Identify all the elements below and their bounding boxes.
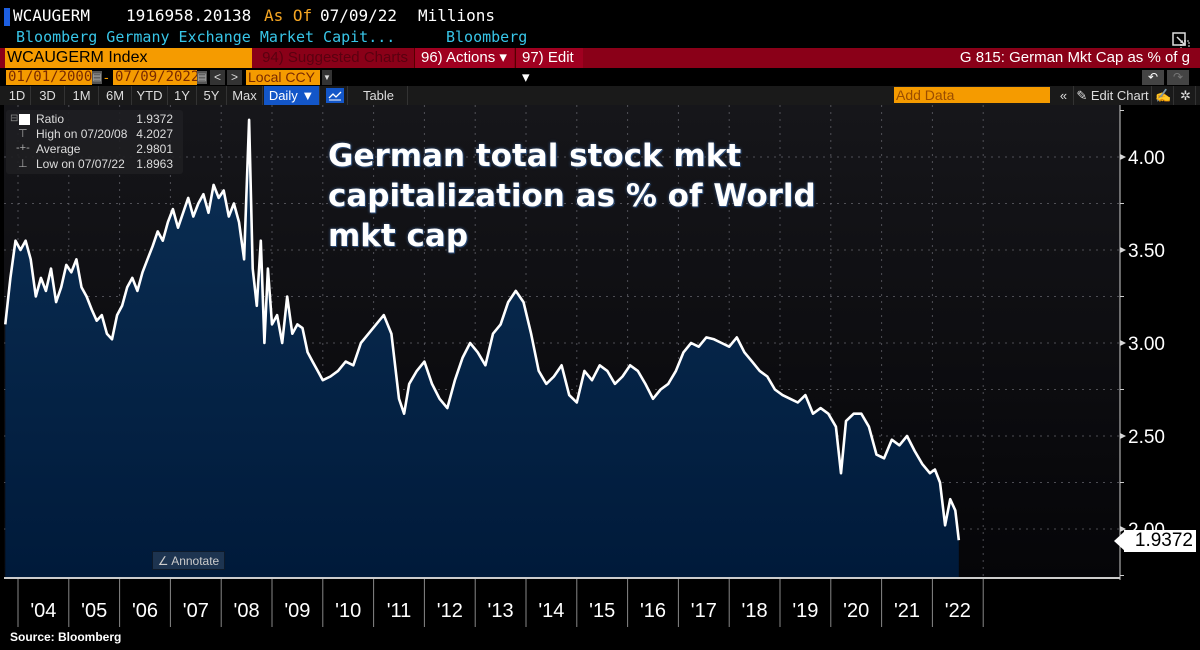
x-tick-label: '11 xyxy=(387,600,412,622)
undo-icon[interactable]: ↶ xyxy=(1142,70,1164,85)
as-of-label: As Of xyxy=(264,6,313,25)
as-of-date: 07/09/22 xyxy=(320,6,398,25)
x-tick-label: '05 xyxy=(81,600,107,622)
start-calendar-icon[interactable]: ▤ xyxy=(92,71,102,84)
series-area xyxy=(5,119,959,579)
period-1m[interactable]: 1M xyxy=(65,86,99,105)
settings-gear-icon[interactable]: ✲ xyxy=(1176,86,1196,105)
high-marker-icon: ⊤ xyxy=(18,128,28,140)
description-row: Bloomberg Germany Exchange Market Capit.… xyxy=(0,28,1200,48)
x-tick-label: '14 xyxy=(538,600,564,622)
annotation-tools-icon[interactable]: ✍ xyxy=(1154,86,1174,105)
period-max[interactable]: Max xyxy=(227,86,263,105)
add-data-input[interactable]: Add Data xyxy=(894,87,1050,103)
x-tick-label: '13 xyxy=(488,600,514,622)
edit-chart-button[interactable]: ✎ Edit Chart xyxy=(1074,86,1152,105)
annotate-pencil-icon: ∠ xyxy=(157,554,172,568)
end-date-input[interactable]: 07/09/2022 xyxy=(113,69,200,85)
currency-select[interactable]: Local CCY xyxy=(246,70,320,85)
chart-type-button[interactable] xyxy=(322,86,348,105)
legend-label-low: Low on 07/07/22 xyxy=(36,157,125,171)
x-tick-label: '21 xyxy=(894,600,920,622)
gridlines xyxy=(4,105,1120,578)
x-axis-ticks: '04 '05 '06 '07 '08 '09 '10 '11 '12 '13 '14 '15 '16 '… xyxy=(17,579,984,627)
actions-menu[interactable]: 96) Actions ▾ xyxy=(414,48,514,68)
security-indicator xyxy=(4,8,10,26)
legend-value-ratio: 1.9372 xyxy=(136,112,173,126)
x-tick-label: '06 xyxy=(132,600,158,622)
x-tick-label: '22 xyxy=(945,600,971,622)
legend-panel: ⊟ Ratio 1.9372 ⊤ High on 07/20/08 4.2027… xyxy=(6,110,183,174)
period-1y[interactable]: 1Y xyxy=(168,86,197,105)
x-tick-label: '09 xyxy=(284,600,310,622)
edit-chart-label: Edit Chart xyxy=(1090,88,1149,103)
date-separator: - xyxy=(104,69,109,85)
low-marker-icon: ⊥ xyxy=(18,158,28,170)
x-tick-label: '10 xyxy=(335,600,361,622)
security-description: Bloomberg Germany Exchange Market Capit.… xyxy=(16,28,396,46)
x-tick-label: '08 xyxy=(234,600,260,622)
x-tick-label: '19 xyxy=(792,600,818,622)
period-1d[interactable]: 1D xyxy=(4,86,31,105)
legend-value-high: 4.2027 xyxy=(136,127,173,141)
x-tick-label: '17 xyxy=(691,600,717,622)
x-tick-label: '16 xyxy=(640,600,666,622)
chart-title-field[interactable]: G 815: German Mkt Cap as % of g xyxy=(959,49,1190,66)
edit-menu[interactable]: 97) Edit ▾ xyxy=(515,48,583,86)
y-tick-label: 3.50 xyxy=(1128,241,1165,262)
y-tick-label: 4.00 xyxy=(1128,148,1165,169)
x-tick-label: '18 xyxy=(742,600,768,622)
pencil-icon: ✎ xyxy=(1076,88,1091,103)
last-value-label: 1.9372 xyxy=(1124,530,1196,552)
collapse-button[interactable]: « xyxy=(1054,86,1074,105)
suggested-charts-button[interactable]: 94) Suggested Charts xyxy=(254,48,412,68)
ticker-label: WCAUGERM xyxy=(13,6,91,25)
y-tick-label: 2.50 xyxy=(1128,427,1165,448)
redo-icon[interactable]: ↷ xyxy=(1167,70,1189,85)
period-ytd[interactable]: YTD xyxy=(132,86,168,105)
x-tick-label: '12 xyxy=(437,600,463,622)
annotate-button[interactable]: ∠ Annotate xyxy=(152,551,225,570)
chart-area[interactable]: 2.002.503.003.504.00 '04'05'06'07'08'09'… xyxy=(0,105,1200,650)
units-label: Millions xyxy=(418,6,496,25)
legend-label-high: High on 07/20/08 xyxy=(36,127,128,141)
header-row: WCAUGERM 1916958.20138 As Of 07/09/22 Mi… xyxy=(0,6,1200,28)
source-footnote: Source: Bloomberg xyxy=(10,630,122,644)
x-tick-label: '15 xyxy=(589,600,615,622)
source-name: Bloomberg xyxy=(446,28,528,46)
legend-label-average: Average xyxy=(36,142,81,156)
series-line xyxy=(4,118,961,541)
period-5y[interactable]: 5Y xyxy=(197,86,227,105)
ratio-swatch xyxy=(19,114,30,125)
legend-value-low: 1.8963 xyxy=(136,157,173,171)
collapse-legend-icon[interactable]: ⊟ xyxy=(10,113,19,124)
x-tick-label: '04 xyxy=(30,600,56,622)
last-value-pointer xyxy=(1114,530,1126,552)
legend-label-ratio: Ratio xyxy=(36,112,65,126)
legend-value-average: 2.9801 xyxy=(136,142,173,156)
x-tick-label: '20 xyxy=(843,600,869,622)
security-input[interactable]: WCAUGERM Index xyxy=(5,48,252,68)
chart-headline: German total stock mkt capitalization as… xyxy=(328,138,816,254)
x-tick-label: '07 xyxy=(183,600,209,622)
annotate-label: Annotate xyxy=(171,554,220,568)
period-6m[interactable]: 6M xyxy=(99,86,132,105)
table-button[interactable]: Table xyxy=(350,86,408,105)
period-3d[interactable]: 3D xyxy=(31,86,65,105)
next-period-button[interactable]: > xyxy=(227,70,242,85)
start-date-input[interactable]: 01/01/2000 xyxy=(6,69,93,85)
frequency-select[interactable]: Daily ▼ xyxy=(264,86,320,105)
prev-period-button[interactable]: < xyxy=(210,70,225,85)
average-marker-icon: -+- xyxy=(16,142,30,154)
line-chart-icon xyxy=(325,88,344,103)
end-calendar-icon[interactable]: ▤ xyxy=(197,71,207,84)
popout-icon[interactable] xyxy=(1172,32,1190,50)
last-value: 1916958.20138 xyxy=(126,6,252,25)
y-axis-ticks: 2.002.503.003.504.00 xyxy=(1120,110,1165,576)
y-tick-label: 3.00 xyxy=(1128,334,1165,355)
currency-dropdown-icon[interactable]: ▼ xyxy=(322,70,332,85)
